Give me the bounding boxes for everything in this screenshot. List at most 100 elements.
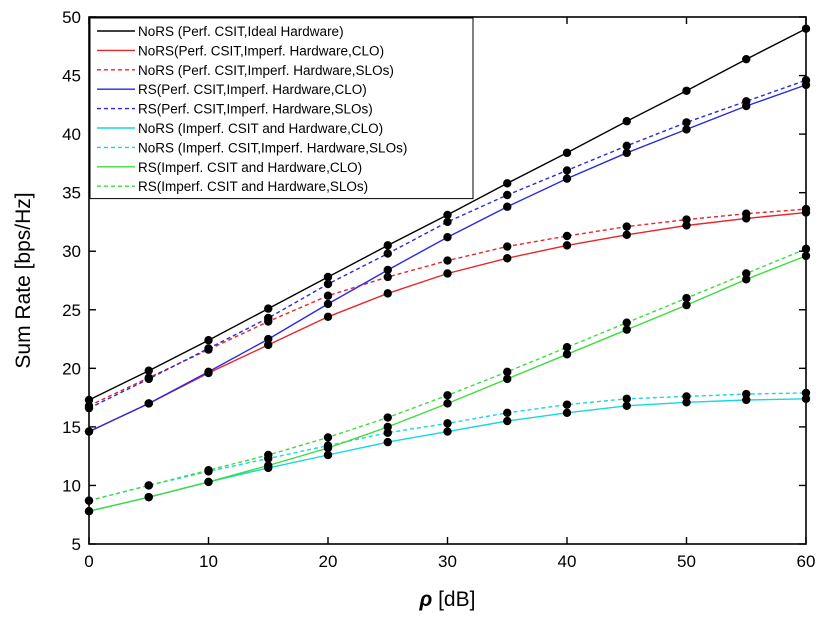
data-point xyxy=(562,350,572,359)
data-point xyxy=(443,391,452,400)
data-point xyxy=(622,318,631,327)
data-point xyxy=(682,392,691,401)
axis-layer: 0 10 20 30 40 50 60 5 10 15 20 25 30 35 40 45 50 xyxy=(62,8,815,571)
data-point xyxy=(622,394,631,403)
data-point xyxy=(503,202,512,211)
data-point xyxy=(622,141,631,151)
data-point xyxy=(323,291,333,300)
data-point xyxy=(264,461,273,470)
data-point xyxy=(264,340,273,350)
data-point xyxy=(562,408,572,418)
data-point xyxy=(503,416,512,426)
data-point xyxy=(264,334,273,344)
x-tick-label: 10 xyxy=(199,552,218,571)
data-point xyxy=(503,254,512,263)
data-point xyxy=(383,428,392,437)
data-point xyxy=(622,117,631,126)
x-tick-label: 40 xyxy=(558,552,577,571)
x-axis-unit: [dB] xyxy=(432,588,475,611)
data-point xyxy=(204,344,213,353)
data-point xyxy=(682,398,691,407)
data-point xyxy=(562,241,572,250)
data-point xyxy=(742,275,751,284)
data-point xyxy=(682,125,691,134)
data-point xyxy=(622,230,631,240)
data-point xyxy=(144,374,153,384)
data-point xyxy=(443,210,452,220)
x-tick-label: 20 xyxy=(319,552,338,571)
data-point xyxy=(204,336,213,345)
data-point xyxy=(443,269,452,278)
y-tick-label: 35 xyxy=(62,184,81,203)
data-point xyxy=(204,477,213,487)
data-point xyxy=(443,399,452,408)
data-point xyxy=(742,389,751,399)
data-point xyxy=(264,450,273,460)
data-point xyxy=(562,166,572,175)
data-point xyxy=(383,437,392,447)
data-point xyxy=(323,312,333,322)
data-point xyxy=(742,54,751,64)
legend-entry: NoRS (Imperf. CSIT,Imperf. Hardware,SLOs… xyxy=(138,140,407,155)
data-point xyxy=(323,299,333,309)
legend-entry: RS(Perf. CSIT,Imperf. Hardware,SLOs) xyxy=(138,102,373,117)
data-point xyxy=(562,148,572,158)
data-point xyxy=(264,313,273,323)
data-point xyxy=(383,249,392,258)
data-point xyxy=(443,427,452,436)
data-point xyxy=(503,408,512,418)
data-point xyxy=(622,325,631,334)
data-point xyxy=(742,395,751,405)
data-point xyxy=(682,215,691,224)
y-tick-label: 10 xyxy=(62,476,81,495)
x-axis-rho-symbol: ρ xyxy=(419,588,433,611)
data-point xyxy=(562,231,572,241)
x-tick-label: 0 xyxy=(84,552,93,571)
data-point xyxy=(503,190,512,200)
data-point xyxy=(323,450,333,460)
x-tick-label: 50 xyxy=(677,552,696,571)
y-tick-label: 30 xyxy=(62,242,81,261)
x-tick-label: 60 xyxy=(797,552,816,571)
data-point xyxy=(144,399,153,408)
data-point xyxy=(742,97,751,106)
legend-entry: NoRS (Perf. CSIT,Ideal Hardware) xyxy=(138,24,344,39)
data-point xyxy=(383,265,392,275)
data-point xyxy=(383,272,392,282)
data-point xyxy=(622,148,631,158)
legend-entry: RS(Imperf. CSIT and Hardware,SLOs) xyxy=(138,179,368,194)
legend-entry: NoRS (Perf. CSIT,Imperf. Hardware,SLOs) xyxy=(138,63,394,78)
data-point xyxy=(383,241,392,250)
data-point xyxy=(742,269,751,278)
data-point xyxy=(204,367,213,377)
data-point xyxy=(264,304,273,313)
data-point xyxy=(443,232,452,242)
data-point xyxy=(383,289,392,298)
data-point xyxy=(742,209,751,218)
y-tick-label: 40 xyxy=(62,125,81,144)
data-point xyxy=(144,366,153,375)
data-point xyxy=(682,300,691,310)
data-point xyxy=(562,400,572,409)
marker-layer xyxy=(84,24,811,516)
data-point xyxy=(443,217,452,227)
data-point xyxy=(204,466,213,475)
data-point xyxy=(503,179,512,188)
data-point xyxy=(682,221,691,230)
data-point xyxy=(622,222,631,231)
legend-box xyxy=(89,17,474,200)
data-point xyxy=(682,293,691,303)
y-tick-label: 20 xyxy=(62,359,81,378)
y-tick-label: 25 xyxy=(62,301,81,320)
legend-entry: RS(Imperf. CSIT and Hardware,CLO) xyxy=(138,160,362,175)
data-point xyxy=(562,343,572,352)
x-tick-label: 30 xyxy=(438,552,457,571)
data-point xyxy=(622,401,631,411)
y-tick-label: 15 xyxy=(62,418,81,437)
data-point xyxy=(383,422,392,432)
data-point xyxy=(443,256,452,265)
data-point xyxy=(443,419,452,428)
legend-entry: RS(Perf. CSIT,Imperf. Hardware,CLO) xyxy=(138,82,367,97)
x-axis-title: ρ [dB] xyxy=(419,588,476,611)
